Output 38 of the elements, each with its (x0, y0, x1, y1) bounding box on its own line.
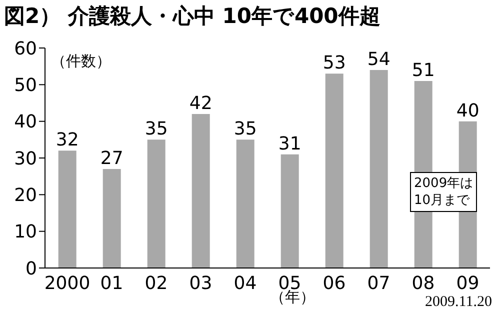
x-tick-label: 09 (456, 272, 480, 294)
bar (236, 140, 254, 268)
data-label: 42 (189, 93, 212, 114)
bar (280, 154, 299, 268)
y-tick-label: 20 (14, 185, 37, 206)
x-tick-label: 02 (144, 272, 168, 294)
x-tick-label: 01 (100, 272, 124, 294)
data-label: 32 (56, 130, 79, 151)
bar (58, 150, 76, 268)
y-tick-label: 40 (14, 112, 37, 133)
data-label: 31 (278, 133, 302, 154)
data-label: 53 (322, 52, 346, 74)
data-label: 27 (100, 148, 124, 169)
text: 2009.11.20 (425, 294, 492, 311)
x-tick-label: 07 (367, 272, 390, 294)
x-tick-label: 03 (189, 272, 212, 294)
y-tick-label: 50 (14, 75, 37, 96)
bar (192, 114, 210, 268)
data-label: 51 (412, 60, 435, 81)
y-axis-title: （件数） (51, 52, 111, 71)
x-tick-label: 06 (322, 272, 346, 294)
x-tick-label: 2000 (44, 272, 90, 294)
x-tick-label: 04 (234, 272, 257, 294)
data-label: 54 (367, 49, 390, 70)
bar (325, 74, 344, 268)
bar (102, 169, 121, 268)
x-tick-label: 08 (412, 272, 435, 294)
y-tick-label: 0 (26, 258, 37, 280)
bar (370, 70, 388, 268)
data-label: 35 (234, 118, 257, 140)
data-label: 40 (456, 100, 480, 122)
annotation: 2009年は 10月まで (410, 172, 478, 212)
y-tick-label: 10 (14, 222, 37, 243)
data-label: 35 (144, 118, 168, 140)
chart-title: 図2） 介護殺人・心中 10年で400件超 (4, 3, 380, 30)
bar (147, 140, 166, 268)
y-tick-label: 30 (14, 148, 37, 170)
y-tick-label: 60 (14, 38, 37, 60)
